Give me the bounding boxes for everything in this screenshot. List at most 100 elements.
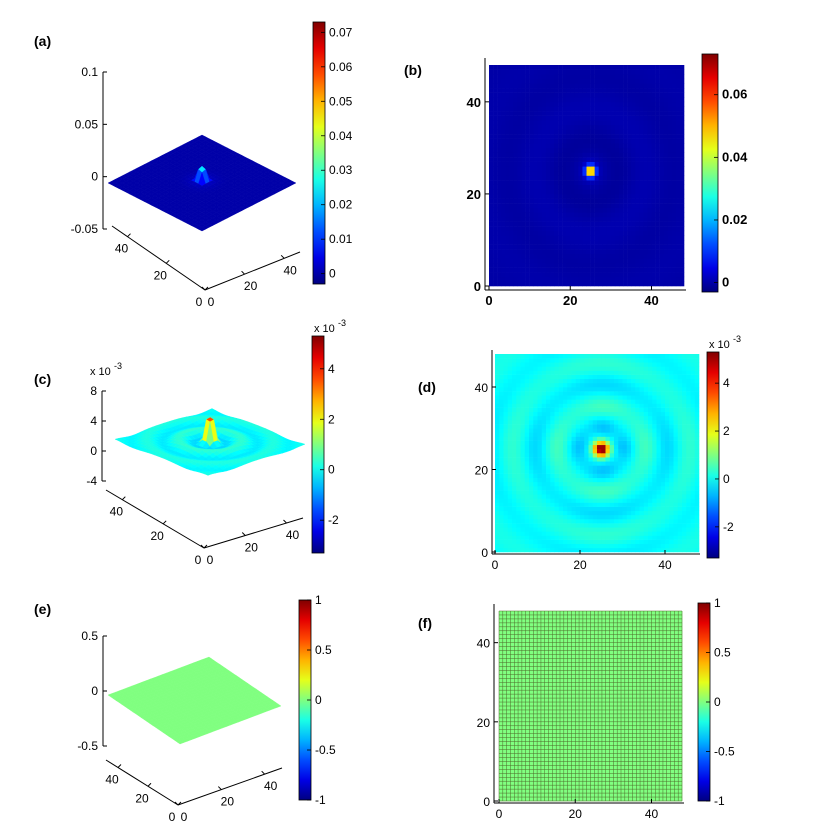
z-tick-label: 0.5 xyxy=(81,629,98,643)
colorbar-gradient xyxy=(706,351,720,559)
x-tick-label: 40 xyxy=(658,558,672,572)
colorbar-tick-label: 0.05 xyxy=(329,94,353,108)
z-tick-label: -0.05 xyxy=(71,222,99,236)
panel-label: (b) xyxy=(404,62,422,78)
surface-e: 0.5 0 -0.5 0 20 40 0 20 40 xyxy=(77,629,283,824)
colorbar-gradient xyxy=(701,53,719,293)
colorbar-exponent: x 10 xyxy=(314,323,335,335)
panel-e: (e) xyxy=(34,601,51,617)
y-tick-label: 20 xyxy=(467,187,481,202)
panel-label: (a) xyxy=(34,33,51,49)
colorbar-gradient xyxy=(312,21,326,285)
z-exponent: x 10 xyxy=(90,366,111,378)
x-tick-label: 0 xyxy=(181,810,188,824)
colorbar-tick-label: 0.01 xyxy=(329,232,353,246)
y-tick xyxy=(121,496,126,501)
y-tick xyxy=(127,233,131,238)
x-tick xyxy=(280,254,285,259)
colorbar-gradient xyxy=(311,335,325,554)
colorbar-d: 4 2 0 -2 x 10 -3 xyxy=(706,334,741,559)
x-tick-label: 40 xyxy=(264,779,278,793)
panel-b: (b) xyxy=(404,62,422,78)
x-tick-label: 20 xyxy=(244,279,258,293)
colorbar-exponent-power: -3 xyxy=(733,334,741,344)
x-tick-label: 40 xyxy=(644,293,658,308)
x-tick xyxy=(200,544,205,549)
z-exponent-power: -3 xyxy=(114,361,122,371)
x-tick-label: 40 xyxy=(286,528,300,542)
y-tick-label: 40 xyxy=(477,637,491,651)
colorbar-tick-label: 0 xyxy=(722,275,729,290)
x-tick-label: 0 xyxy=(207,553,214,567)
y-tick-label: 20 xyxy=(154,268,168,282)
colorbar-exponent-power: -3 xyxy=(338,318,346,328)
x-tick-label: 0 xyxy=(492,558,499,572)
y-tick-label: 40 xyxy=(475,381,489,395)
x-tick-label: 0 xyxy=(496,807,503,821)
colorbar-tick-label: 0.06 xyxy=(329,60,353,74)
colorbar-tick-label: 1 xyxy=(315,593,322,607)
x-tick-label: 0 xyxy=(485,293,492,308)
colorbar-tick-label: -0.5 xyxy=(315,743,336,757)
colorbar-tick-label: 1 xyxy=(714,596,721,610)
y-tick xyxy=(117,764,122,768)
colorbar-e: 1 0.5 0 -0.5 -1 xyxy=(298,593,336,807)
z-tick-label: 0 xyxy=(91,170,98,184)
heatmap-b: 0 20 40 0 20 40 xyxy=(467,58,686,308)
panel-label: (c) xyxy=(34,371,51,387)
y-tick-label: 0 xyxy=(481,546,488,560)
y-tick-label: 40 xyxy=(110,505,124,519)
colorbar-a: 0.07 0.06 0.05 0.04 0.03 0.02 0.01 0 xyxy=(312,21,353,285)
z-tick-label: 4 xyxy=(90,414,97,428)
z-tick-label: -0.5 xyxy=(77,739,98,753)
y-tick-label: 20 xyxy=(135,791,149,805)
y-tick xyxy=(204,286,209,291)
colorbar-tick-label: 4 xyxy=(723,376,730,390)
panel-label: (d) xyxy=(418,379,436,395)
y-tick xyxy=(165,259,170,264)
y-tick-label: 20 xyxy=(475,464,489,478)
x-tick-label: 20 xyxy=(221,795,235,809)
y-tick-label: 0 xyxy=(483,795,490,809)
x-tick xyxy=(241,270,245,275)
x-tick-label: 40 xyxy=(283,263,297,277)
y-tick xyxy=(162,520,167,525)
x-tick xyxy=(201,286,206,291)
y-tick-label: 0 xyxy=(474,279,481,294)
colorbar-b: 0.06 0.04 0.02 0 xyxy=(701,53,748,293)
z-tick-label: 0.1 xyxy=(81,65,98,79)
z-tick-label: 8 xyxy=(90,384,97,398)
colorbar-tick-label: -1 xyxy=(315,793,326,807)
y-tick xyxy=(177,801,182,806)
colorbar-tick-label: 0.04 xyxy=(722,149,748,164)
colorbar-tick-label: 0 xyxy=(714,695,721,709)
colorbar-tick-label: 0.5 xyxy=(315,643,332,657)
surface-a: 0.1 0.05 0 -0.05 0 20 40 0 20 40 xyxy=(71,65,301,309)
colorbar-tick-label: -2 xyxy=(328,513,339,527)
colorbar-tick-label: 0 xyxy=(328,463,335,477)
colorbar-tick-label: -1 xyxy=(714,794,725,808)
colorbar-tick-label: 0.02 xyxy=(722,212,747,227)
panel-label: (e) xyxy=(34,601,51,617)
colorbar-tick-label: 4 xyxy=(328,362,335,376)
colorbar-tick-label: 0.02 xyxy=(329,198,353,212)
panel-a: (a) xyxy=(34,33,51,49)
y-tick-label: 0 xyxy=(195,553,202,567)
y-tick xyxy=(203,544,208,549)
x-tick-label: 0 xyxy=(208,295,215,309)
x-tick-label: 20 xyxy=(563,293,577,308)
colorbar-tick-label: 0 xyxy=(723,472,730,486)
panel-d: (d) xyxy=(418,379,436,395)
colorbar-tick-label: 0 xyxy=(329,267,336,281)
colorbar-tick-label: 0.07 xyxy=(329,25,353,39)
y-tick-label: 40 xyxy=(467,95,481,110)
colorbar-tick-label: -2 xyxy=(723,520,734,534)
colorbar-exponent: x 10 xyxy=(709,339,730,351)
colorbar-tick-label: -0.5 xyxy=(714,745,735,759)
y-tick-label: 0 xyxy=(169,810,176,824)
x-tick xyxy=(217,786,222,790)
y-tick-label: 20 xyxy=(150,529,164,543)
x-tick-label: 20 xyxy=(573,558,587,572)
